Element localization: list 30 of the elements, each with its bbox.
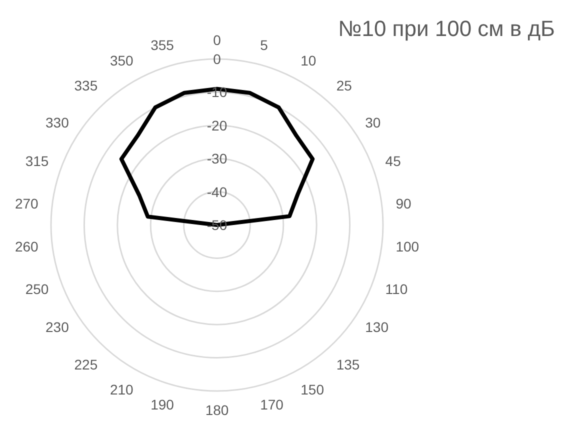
spoke-label: 90: [396, 195, 412, 212]
spoke-label: 30: [365, 114, 381, 131]
spoke-label: 25: [336, 77, 352, 94]
spoke-label: 355: [150, 37, 174, 54]
y-tick-label: -30: [206, 150, 228, 167]
spoke-label: 330: [46, 114, 70, 131]
y-tick-label: -40: [206, 184, 228, 200]
spoke-label: 5: [260, 37, 268, 54]
spoke-label: 270: [14, 195, 39, 212]
spoke-label: 180: [205, 402, 229, 418]
spoke-label: 110: [385, 280, 408, 297]
spoke-label: 150: [300, 381, 324, 398]
spoke-label: 170: [260, 396, 284, 413]
spoke-label: 315: [25, 153, 49, 170]
spoke-label: 10: [300, 52, 316, 69]
spoke-label: 45: [385, 153, 402, 170]
spoke-label: 190: [150, 396, 174, 413]
spoke-label: 350: [110, 52, 134, 69]
spoke-label: 335: [74, 77, 98, 94]
spoke-label: 260: [14, 238, 39, 255]
chart-title: №10 при 100 см в дБ: [338, 16, 555, 42]
spoke-label: 225: [74, 356, 98, 373]
y-tick-label: 0: [213, 32, 222, 48]
spoke-label: 250: [25, 280, 49, 297]
y-tick-label: -20: [206, 117, 228, 134]
spoke-label: 135: [336, 356, 360, 373]
spoke-label: 230: [46, 319, 70, 336]
spoke-label: 100: [396, 238, 420, 255]
spoke-label: 130: [365, 319, 389, 336]
spoke-label: 210: [110, 381, 134, 398]
